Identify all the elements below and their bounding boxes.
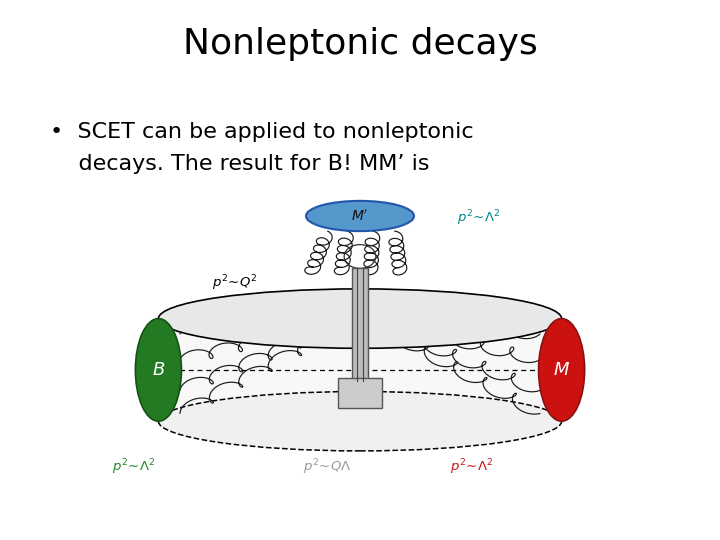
Text: $p^2\!\sim\!\Lambda^2$: $p^2\!\sim\!\Lambda^2$ bbox=[457, 209, 500, 228]
Text: Nonleptonic decays: Nonleptonic decays bbox=[183, 27, 537, 61]
Ellipse shape bbox=[306, 201, 414, 231]
Text: decays. The result for B! MM’ is: decays. The result for B! MM’ is bbox=[50, 154, 430, 174]
Text: $\mathit{B}$: $\mathit{B}$ bbox=[152, 361, 165, 379]
Text: $\mathit{M^{\prime}}$: $\mathit{M^{\prime}}$ bbox=[351, 208, 369, 224]
Ellipse shape bbox=[135, 319, 181, 421]
Text: $p^2\!\sim\!Q\Lambda$: $p^2\!\sim\!Q\Lambda$ bbox=[303, 457, 352, 477]
Text: $\mathit{M}$: $\mathit{M}$ bbox=[553, 361, 570, 379]
Ellipse shape bbox=[539, 319, 585, 421]
Bar bbox=[158, 319, 562, 421]
Bar bbox=[352, 267, 368, 381]
Bar bbox=[338, 378, 382, 408]
Text: $p^2\!\sim\!\Lambda^2$: $p^2\!\sim\!\Lambda^2$ bbox=[450, 457, 493, 477]
Text: •  SCET can be applied to nonleptonic: • SCET can be applied to nonleptonic bbox=[50, 122, 474, 141]
Text: $p^2\!\sim\!Q^2$: $p^2\!\sim\!Q^2$ bbox=[212, 274, 258, 293]
Text: $p^2\!\sim\!\Lambda^2$: $p^2\!\sim\!\Lambda^2$ bbox=[112, 457, 155, 477]
Ellipse shape bbox=[158, 289, 562, 348]
Ellipse shape bbox=[158, 392, 562, 451]
